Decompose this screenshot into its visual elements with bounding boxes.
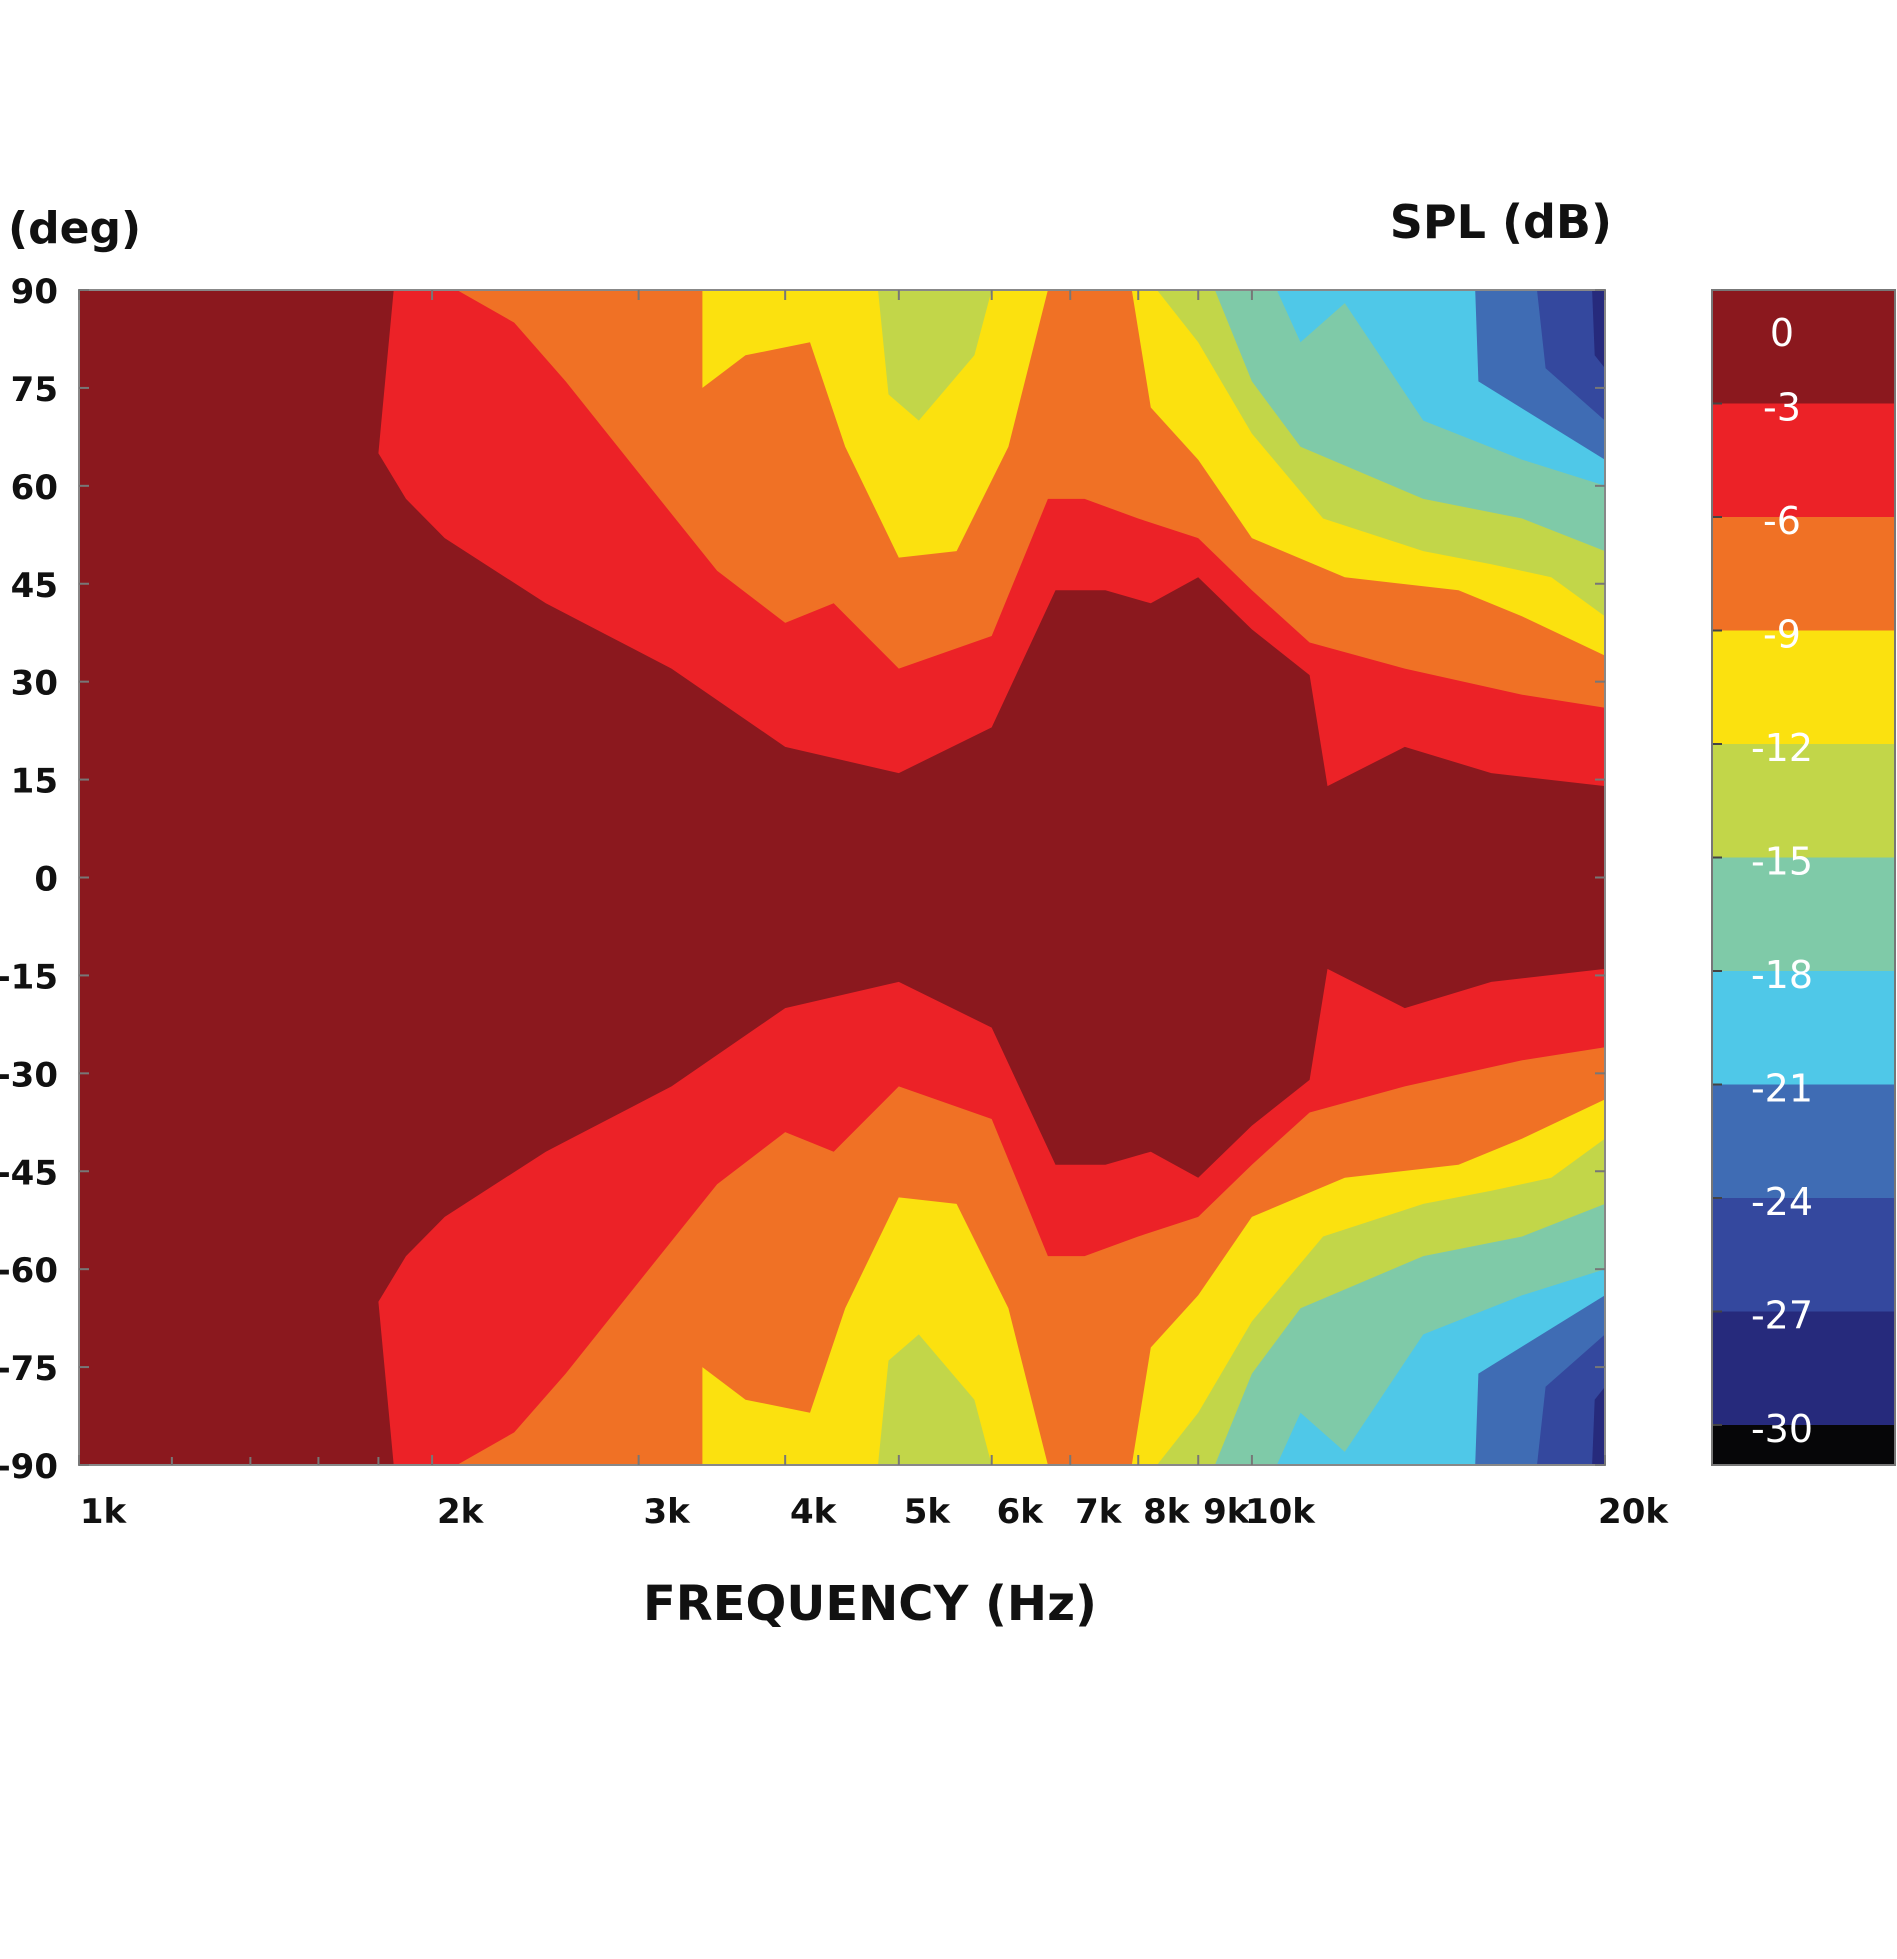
colorbar-label: -12 — [1751, 726, 1813, 770]
colorbar-label: -24 — [1751, 1180, 1813, 1224]
y-tick-label: -30 — [0, 1055, 58, 1095]
y-unit-label: (deg) — [8, 203, 141, 254]
x-tick-label: 6k — [997, 1492, 1045, 1532]
colorbar-swatch — [1712, 1084, 1895, 1198]
y-tick-label: 30 — [11, 664, 58, 704]
colorbar-swatch — [1712, 403, 1895, 517]
y-tick-label: 90 — [11, 272, 58, 312]
colorbar-label: -18 — [1751, 953, 1813, 997]
colorbar-swatch — [1712, 290, 1895, 404]
x-tick-label: 8k — [1143, 1492, 1191, 1532]
y-tick-label: 0 — [34, 860, 58, 900]
y-tick-label: 60 — [11, 468, 58, 508]
colorbar-swatch — [1712, 744, 1895, 858]
colorbar-label: -6 — [1763, 499, 1801, 543]
x-tick-label: 1k — [80, 1492, 128, 1532]
y-tick-label: 45 — [11, 566, 58, 606]
colorbar-label: -15 — [1751, 840, 1813, 884]
y-tick-label: -60 — [0, 1251, 58, 1291]
x-tick-label: 4k — [790, 1492, 838, 1532]
x-axis-label: FREQUENCY (Hz) — [643, 1576, 1097, 1632]
colorbar-swatch — [1712, 1311, 1895, 1425]
x-tick-label: 20k — [1598, 1492, 1669, 1532]
colorbar-label: -30 — [1751, 1407, 1813, 1451]
colorbar-swatch — [1712, 857, 1895, 971]
colorbar-title: SPL (dB) — [1390, 195, 1612, 249]
region-level--24-upper — [1537, 290, 1605, 421]
x-tick-label: 9k — [1203, 1492, 1251, 1532]
colorbar-frame — [1711, 289, 1896, 1466]
region-level--27-lower — [1592, 1386, 1605, 1465]
x-tick-label: 2k — [437, 1492, 485, 1532]
colorbar-swatch — [1712, 630, 1895, 744]
heatmap-plot-area — [78, 289, 1606, 1466]
colorbar-swatch — [1712, 517, 1895, 631]
colorbar-swatch — [1712, 1198, 1895, 1312]
colorbar-label: -21 — [1751, 1067, 1813, 1111]
colorbar-label: 0 — [1770, 311, 1794, 355]
x-tick-label: 10k — [1245, 1492, 1316, 1532]
region-level--24-lower — [1537, 1334, 1605, 1465]
y-tick-label: -90 — [0, 1447, 58, 1487]
y-tick-label: -15 — [0, 957, 58, 997]
y-tick-label: 75 — [11, 370, 58, 410]
colorbar-legend: 0 -3 -6 -9 -12 -15 -18 -21 -24 -27 -30 — [1711, 289, 1896, 1466]
region-level--27-upper — [1592, 290, 1605, 369]
x-tick-label: 5k — [904, 1492, 952, 1532]
x-tick-label: 7k — [1075, 1492, 1123, 1532]
y-tick-label: 15 — [11, 762, 58, 802]
colorbar-label: -9 — [1763, 613, 1801, 657]
colorbar-label: -3 — [1763, 386, 1801, 430]
x-tick-label: 3k — [643, 1492, 691, 1532]
colorbar-swatch — [1712, 971, 1895, 1085]
y-axis: 90 75 60 45 30 15 0 -15 -30 -45 -60 -75 -90 — [0, 272, 1605, 1487]
y-tick-label: -45 — [0, 1153, 58, 1193]
colorbar-label: -27 — [1751, 1294, 1813, 1338]
colorbar-swatch — [1712, 1425, 1895, 1465]
y-tick-label: -75 — [0, 1349, 58, 1389]
